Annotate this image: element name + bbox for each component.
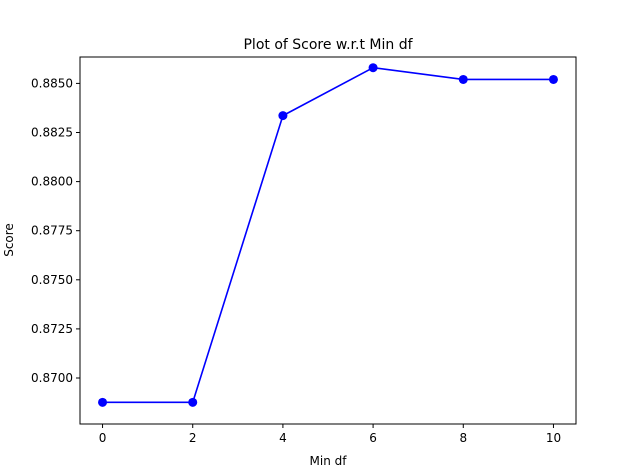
x-axis-ticks: 0 2 4 6 8 10 [99,424,561,445]
y-tick-label: 0.8850 [31,76,73,90]
y-tick-label: 0.8725 [31,322,73,336]
score-data-point [548,74,558,84]
y-tick-label: 0.8800 [31,175,73,189]
score-data-point [458,74,468,84]
x-tick-label: 8 [459,431,467,445]
x-tick-label: 4 [279,431,287,445]
x-tick-label: 2 [189,431,197,445]
score-data-point [98,397,108,407]
x-tick-label: 10 [546,431,561,445]
score-series-line [102,66,554,404]
chart-title: Plot of Score w.r.t Min df [243,37,413,53]
y-tick-label: 0.8750 [31,273,73,287]
plot-area-frame [79,56,577,425]
score-data-point [368,63,378,73]
series-layer [98,63,558,407]
x-tick-label: 6 [369,431,377,445]
y-tick-label: 0.8775 [31,224,73,238]
y-tick-label: 0.8700 [31,371,73,385]
y-axis-label: Score [2,223,16,257]
x-tick-label: 0 [99,431,107,445]
y-axis-ticks: 0.8700 0.8725 0.8750 0.8775 0.8800 0.8825 0.88… [31,76,80,385]
y-tick-label: 0.8825 [31,126,73,140]
score-data-point [188,397,198,407]
x-axis-label: Min df [310,454,348,468]
score-data-point [278,111,288,121]
